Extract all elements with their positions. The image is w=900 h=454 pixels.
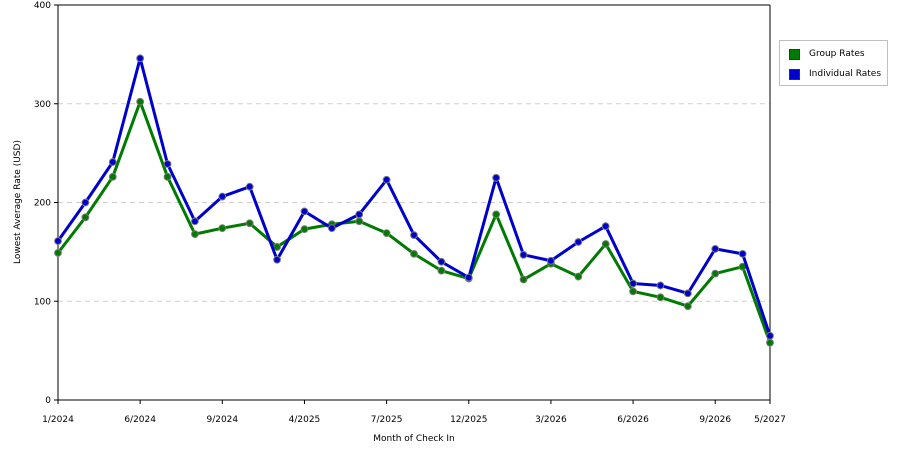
point-group-rates: [136, 97, 145, 106]
x-tick-label: 7/2025: [371, 415, 403, 425]
y-tick-label: 0: [45, 396, 51, 406]
legend-item-individual-rates: Individual Rates: [789, 67, 881, 81]
point-group-rates: [245, 219, 254, 228]
point-individual-rates: [683, 289, 692, 298]
point-individual-rates: [547, 256, 555, 265]
point-individual-rates: [136, 54, 145, 63]
point-group-rates: [382, 229, 391, 238]
x-tick-label: 6/2026: [617, 415, 649, 425]
y-axis-title: Lowest Average Rate (USD): [13, 140, 23, 264]
point-individual-rates: [492, 173, 501, 182]
legend-label-group-rates: Group Rates: [809, 49, 865, 59]
point-individual-rates: [410, 231, 418, 239]
x-tick-label: 1/2024: [42, 415, 74, 425]
point-group-rates: [492, 210, 501, 219]
point-individual-rates: [711, 245, 720, 253]
point-individual-rates: [163, 160, 172, 168]
series-layer: [54, 54, 774, 347]
point-individual-rates: [218, 192, 227, 201]
point-group-rates: [191, 230, 199, 239]
legend: Group Rates Individual Rates: [779, 40, 888, 86]
point-individual-rates: [629, 279, 637, 288]
point-individual-rates: [574, 238, 583, 246]
point-group-rates: [766, 338, 774, 347]
x-tick-label: 4/2025: [289, 415, 321, 425]
point-individual-rates: [108, 158, 117, 166]
point-individual-rates: [519, 250, 528, 259]
point-individual-rates: [54, 237, 62, 245]
series-line-group-rates: [56, 100, 772, 344]
point-group-rates: [656, 293, 665, 302]
x-tick-label: 9/2026: [699, 415, 731, 425]
point-group-rates: [108, 172, 117, 181]
y-tick-label: 100: [34, 297, 51, 307]
x-tick-label: 3/2026: [535, 415, 567, 425]
point-individual-rates: [327, 224, 336, 233]
point-group-rates: [683, 302, 692, 311]
legend-item-group-rates: Group Rates: [789, 47, 865, 61]
x-tick-label: 6/2024: [124, 415, 156, 425]
point-group-rates: [355, 217, 364, 226]
point-individual-rates: [464, 273, 473, 282]
point-individual-rates: [382, 175, 391, 184]
grid-layer: [58, 103, 770, 302]
point-group-rates: [163, 172, 172, 181]
point-individual-rates: [273, 255, 281, 264]
point-group-rates: [711, 269, 720, 278]
point-individual-rates: [245, 182, 254, 191]
point-individual-rates: [81, 198, 90, 207]
legend-swatch-individual-rates: [789, 68, 800, 80]
point-group-rates: [574, 272, 583, 281]
point-individual-rates: [766, 331, 774, 340]
x-tick-label: 12/2025: [450, 415, 487, 425]
y-tick-label: 400: [34, 1, 51, 11]
series-line-individual-rates: [56, 56, 772, 337]
point-group-rates: [601, 240, 610, 248]
axis-layer: 0 100 200 300 400 1/2024 6/2024 9/2024 4/2025 7/2…: [34, 1, 786, 425]
legend-swatch-group-rates: [789, 48, 800, 60]
point-group-rates: [629, 287, 637, 296]
y-tick-label: 300: [34, 100, 51, 110]
x-tick-label: 5/2027: [754, 415, 786, 425]
point-individual-rates: [656, 281, 665, 290]
point-individual-rates: [355, 210, 364, 219]
legend-label-individual-rates: Individual Rates: [809, 69, 882, 79]
point-individual-rates: [601, 222, 610, 231]
y-tick-label: 200: [34, 199, 51, 209]
point-group-rates: [300, 225, 309, 234]
point-individual-rates: [300, 207, 309, 216]
point-group-rates: [519, 275, 528, 284]
point-group-rates: [54, 248, 62, 257]
point-individual-rates: [738, 249, 747, 258]
point-group-rates: [410, 249, 418, 258]
point-group-rates: [218, 224, 227, 233]
point-group-rates: [437, 266, 446, 275]
x-axis-title: Month of Check In: [373, 434, 455, 444]
point-individual-rates: [437, 257, 446, 266]
point-group-rates: [81, 213, 90, 222]
x-tick-label: 9/2024: [206, 415, 238, 425]
point-individual-rates: [191, 217, 199, 226]
